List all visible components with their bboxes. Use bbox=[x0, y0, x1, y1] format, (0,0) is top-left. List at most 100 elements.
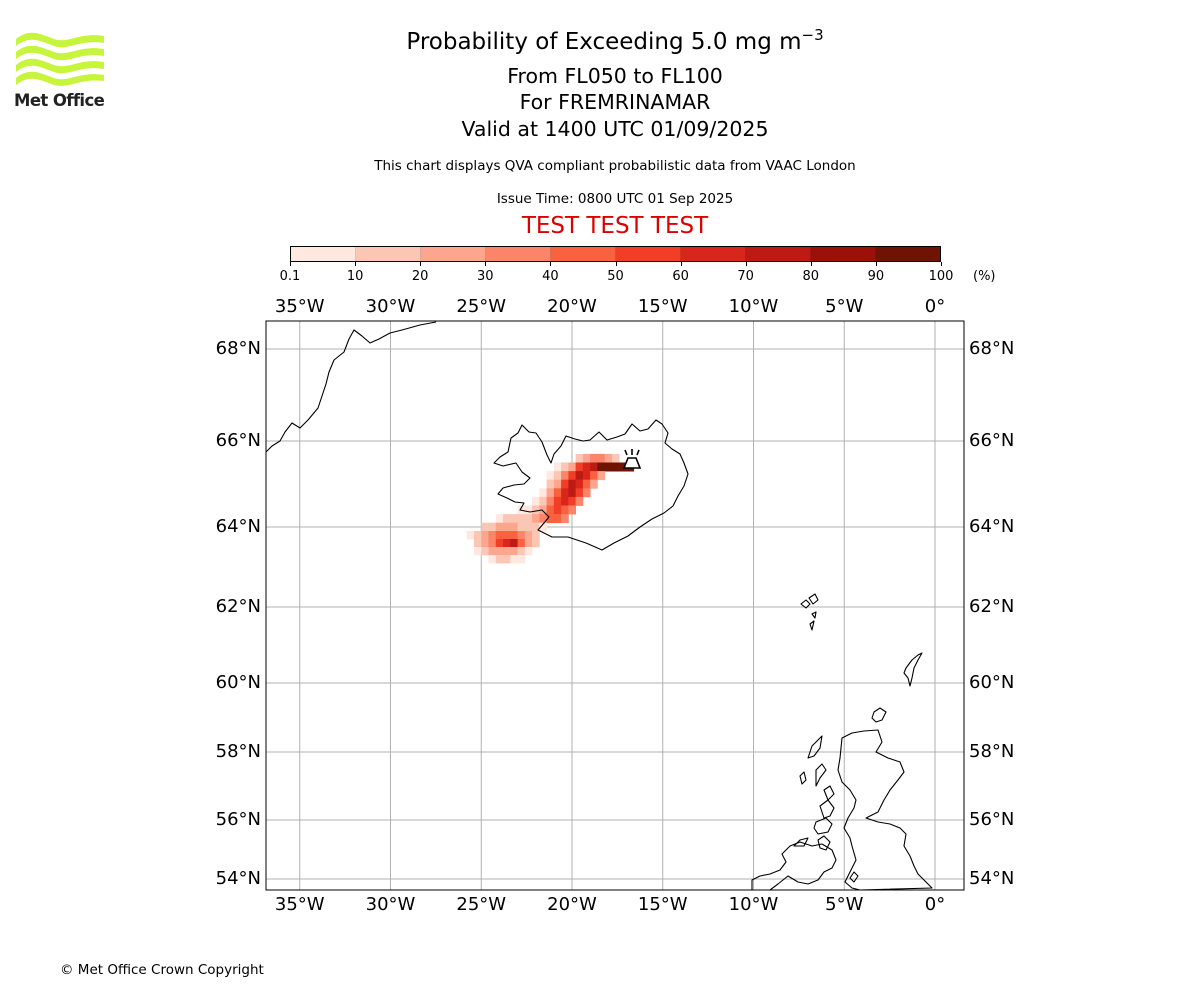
colorbar bbox=[290, 246, 941, 262]
longitude-label-top: 25°W bbox=[456, 296, 507, 317]
probability-cell bbox=[575, 453, 584, 463]
probability-cell bbox=[495, 522, 504, 532]
colorbar-tick-label: 0.1 bbox=[279, 269, 301, 284]
probability-cell bbox=[553, 471, 562, 481]
latitude-label-left: 58°N bbox=[215, 741, 261, 762]
colorbar-tick-mark bbox=[550, 262, 552, 266]
probability-cell bbox=[503, 514, 511, 524]
probability-cell bbox=[582, 488, 591, 498]
colorbar-tick-label: 50 bbox=[607, 269, 624, 284]
longitude-label-bottom: 25°W bbox=[456, 894, 507, 915]
coastline-greenland bbox=[265, 321, 437, 453]
latitude-label-left: 64°N bbox=[215, 516, 261, 537]
probability-cell bbox=[532, 539, 540, 548]
latitude-label-right: 62°N bbox=[969, 596, 1015, 617]
latitude-label-left: 62°N bbox=[215, 596, 261, 617]
probability-cell bbox=[510, 514, 518, 524]
probability-cell bbox=[568, 471, 577, 481]
probability-cell bbox=[503, 555, 511, 564]
probability-cell bbox=[510, 531, 518, 540]
probability-cell bbox=[590, 453, 598, 463]
probability-cell bbox=[532, 522, 540, 532]
coastline-islay bbox=[817, 835, 831, 851]
issue-time: Issue Time: 0800 UTC 01 Sep 2025 bbox=[496, 191, 734, 207]
latitude-label-left: 60°N bbox=[215, 672, 261, 693]
coastline-iceland bbox=[493, 419, 689, 551]
latitude-label-right: 54°N bbox=[969, 868, 1015, 889]
probability-cell bbox=[546, 514, 555, 524]
met-office-wordmark: Met Office bbox=[14, 91, 105, 110]
longitude-label-bottom: 5°W bbox=[825, 894, 864, 915]
colorbar-tick-label: 60 bbox=[672, 269, 689, 284]
colorbar-segment bbox=[291, 247, 356, 261]
probability-cell bbox=[575, 496, 584, 506]
colorbar-unit: (%) bbox=[973, 269, 996, 284]
longitude-label-bottom: 35°W bbox=[274, 894, 325, 915]
probability-cell bbox=[568, 479, 577, 489]
probability-cell bbox=[575, 471, 584, 481]
latitude-label-right: 56°N bbox=[969, 809, 1015, 830]
latitude-label-left: 56°N bbox=[215, 809, 261, 830]
longitude-label-bottom: 10°W bbox=[728, 894, 779, 915]
probability-cell bbox=[553, 462, 562, 472]
probability-cell bbox=[604, 462, 613, 472]
colorbar-tick-mark bbox=[810, 262, 812, 266]
probability-cell bbox=[466, 531, 475, 540]
probability-cell bbox=[553, 488, 562, 498]
probability-cell bbox=[575, 479, 584, 489]
probability-cell bbox=[582, 471, 591, 481]
probability-cell bbox=[532, 505, 540, 515]
probability-cell bbox=[582, 462, 591, 472]
colorbar-tick-mark bbox=[680, 262, 682, 266]
map-frame bbox=[265, 320, 965, 891]
coastline-ireland-nw bbox=[793, 837, 809, 847]
probability-cell bbox=[597, 453, 606, 463]
coastline-ireland bbox=[751, 841, 837, 891]
probability-cell bbox=[473, 547, 482, 556]
latitude-label-right: 64°N bbox=[969, 516, 1015, 537]
coastline-hebrides-4 bbox=[823, 785, 835, 801]
probability-cell bbox=[597, 471, 606, 481]
probability-cell bbox=[575, 462, 584, 472]
colorbar-segment bbox=[486, 247, 551, 261]
probability-cell bbox=[473, 539, 482, 548]
probability-cell bbox=[481, 531, 489, 540]
colorbar-tick-mark bbox=[485, 262, 487, 266]
met-office-wave-icon bbox=[16, 32, 104, 86]
colorbar-tick-label: 10 bbox=[346, 269, 364, 284]
coastline-faroes-1 bbox=[800, 599, 811, 609]
coastline-faroes-3 bbox=[811, 611, 817, 619]
longitude-label-top: 35°W bbox=[274, 296, 325, 317]
met-office-logo: Met Office bbox=[14, 30, 114, 112]
colorbar-segment bbox=[811, 247, 876, 261]
latitude-label-left: 54°N bbox=[215, 868, 261, 889]
longitude-label-top: 5°W bbox=[825, 296, 864, 317]
coastline-isle-of-man bbox=[849, 871, 859, 883]
valid-time: Valid at 1400 UTC 01/09/2025 bbox=[461, 117, 769, 141]
ash-probability-field bbox=[466, 453, 635, 564]
colorbar-segment bbox=[746, 247, 811, 261]
probability-cell bbox=[590, 471, 598, 481]
copyright: © Met Office Crown Copyright bbox=[60, 962, 264, 978]
latitude-label-right: 58°N bbox=[969, 741, 1015, 762]
colorbar-tick-label: 90 bbox=[867, 269, 885, 284]
colorbar-segment bbox=[616, 247, 681, 261]
longitude-label-bottom: 0° bbox=[924, 894, 946, 915]
probability-cell bbox=[546, 479, 555, 489]
probability-cell bbox=[488, 522, 497, 532]
probability-cell bbox=[510, 539, 518, 548]
probability-cell bbox=[553, 514, 562, 524]
probability-cell bbox=[604, 453, 613, 463]
colorbar-tick-label: 70 bbox=[737, 269, 754, 284]
chart-description: This chart displays QVA compliant probab… bbox=[374, 158, 856, 174]
coastline-hebrides-3 bbox=[815, 763, 827, 787]
probability-cell bbox=[524, 531, 533, 540]
longitude-label-top: 0° bbox=[924, 296, 946, 317]
colorbar-tick-mark bbox=[420, 262, 422, 266]
probability-cell bbox=[495, 531, 504, 540]
probability-cell bbox=[561, 488, 569, 498]
probability-cell bbox=[503, 522, 511, 532]
longitude-label-bottom: 15°W bbox=[637, 894, 688, 915]
probability-cell bbox=[553, 505, 562, 515]
probability-cell bbox=[488, 555, 497, 564]
